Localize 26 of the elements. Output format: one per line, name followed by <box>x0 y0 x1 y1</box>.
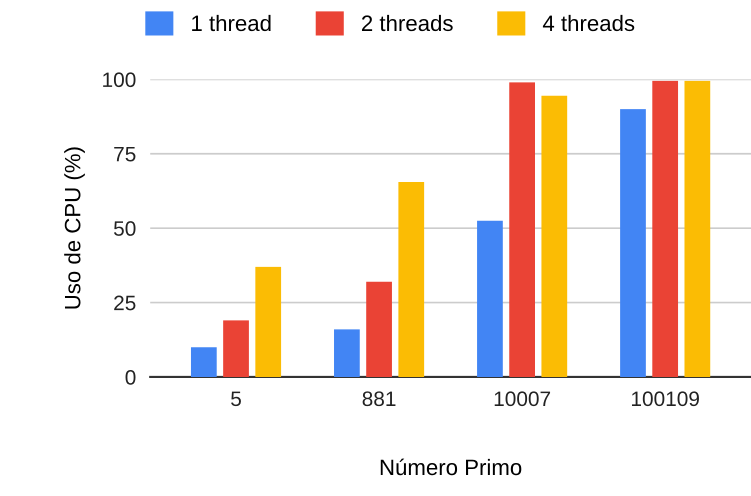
bar <box>620 109 646 377</box>
bar <box>398 182 424 377</box>
bar <box>190 347 217 377</box>
x-tick-label: 5 <box>231 392 241 406</box>
x-tick-label: 100109 <box>632 391 699 406</box>
bar <box>366 282 392 377</box>
legend-label: 4 threads <box>542 14 634 32</box>
legend-label: 2 threads <box>362 14 453 32</box>
x-axis-title: Número Primo <box>380 458 522 476</box>
bar <box>477 220 503 377</box>
bar <box>509 82 535 377</box>
bar <box>255 266 282 377</box>
bar <box>541 96 568 377</box>
legend-label: 1 thread <box>192 14 271 32</box>
bar <box>334 329 360 377</box>
y-tick-label: 50 <box>114 221 136 236</box>
y-axis-title: Uso de CPU (%) <box>64 147 85 309</box>
y-tick-label: 75 <box>114 146 136 162</box>
x-tick-label: 10007 <box>494 391 550 406</box>
y-tick-label: 0 <box>126 370 136 385</box>
bar <box>684 80 710 377</box>
y-tick-label: 25 <box>114 296 136 310</box>
bar <box>223 320 249 377</box>
bar <box>652 80 678 377</box>
x-tick-label: 881 <box>362 391 396 406</box>
y-tick-label: 100 <box>103 72 136 88</box>
